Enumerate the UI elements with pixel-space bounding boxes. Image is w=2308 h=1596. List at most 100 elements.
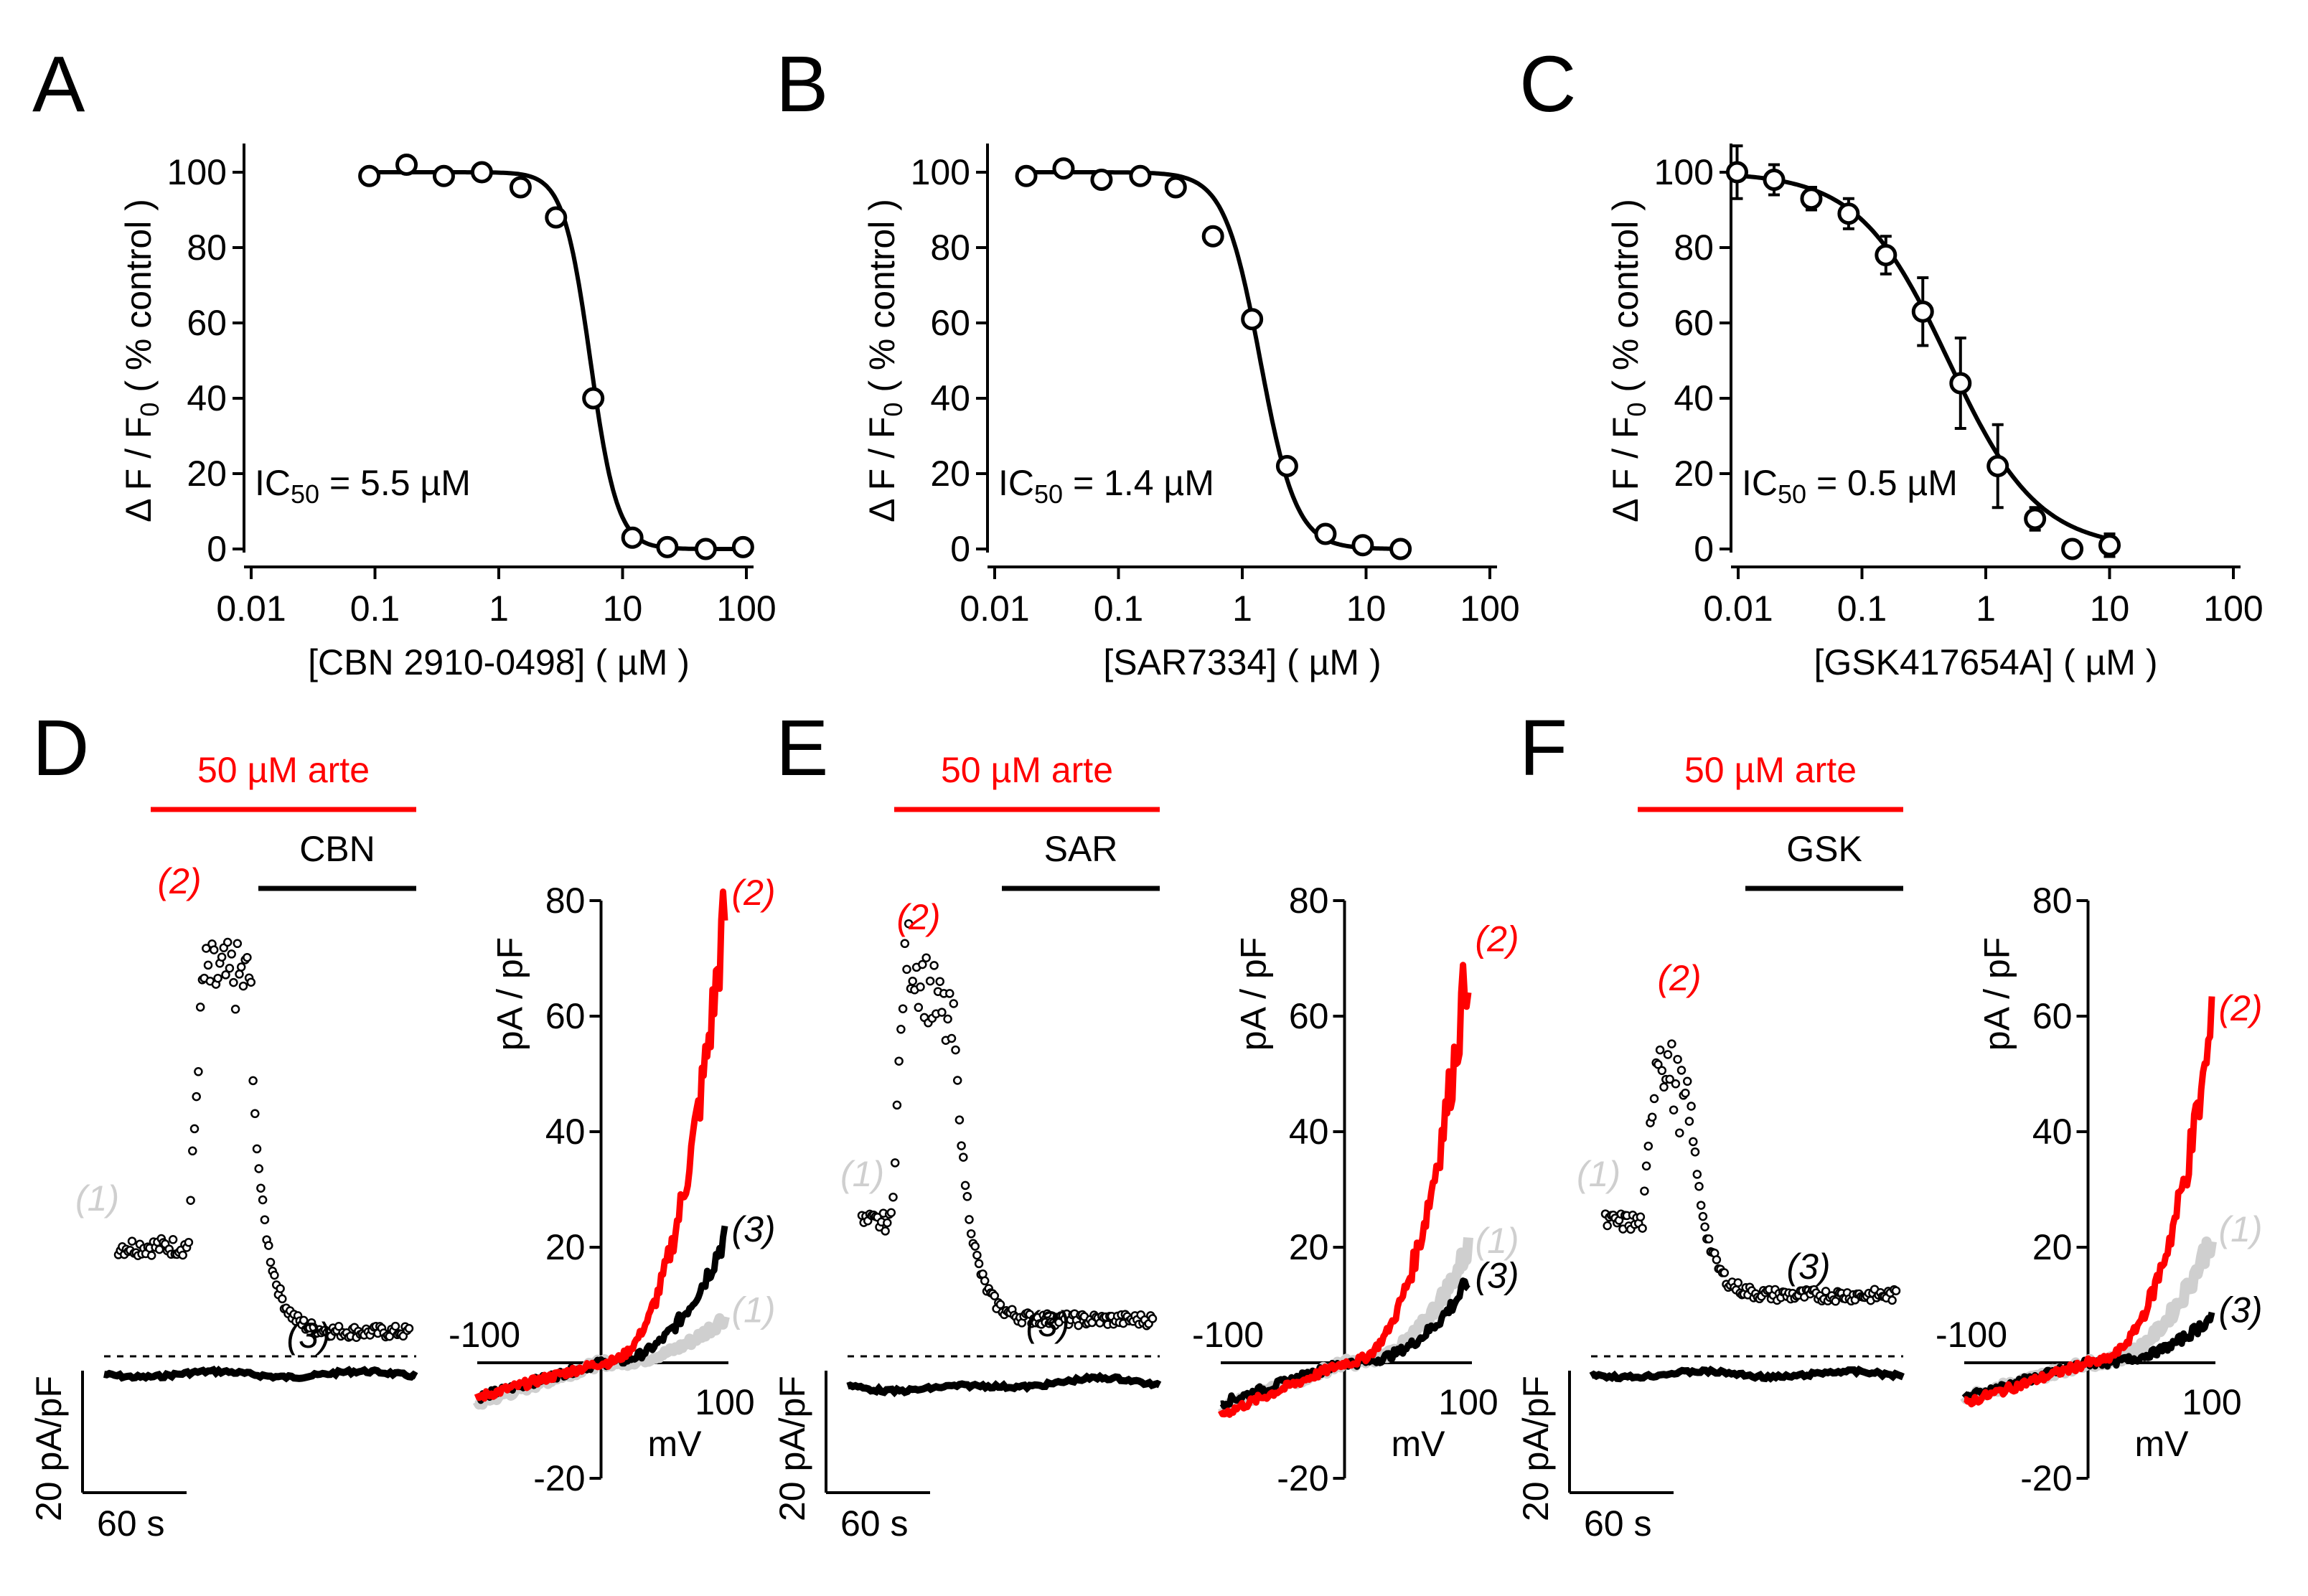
time-course-point [127,1236,137,1246]
iv-trace-2 [1963,996,2215,1408]
iv-y-tick-label: 40 [545,1112,586,1152]
iv-y-tick-label: 40 [1289,1112,1329,1152]
y-tick-label: 80 [930,227,970,268]
time-course-point [202,944,211,953]
iv-y-tick-label: 60 [545,996,586,1036]
time-course-point [1684,1117,1694,1126]
time-course-point [243,952,252,962]
iv-y-tick-label: 60 [2032,996,2073,1036]
x-tick-label: 100 [2203,588,2263,629]
iv-y-tick-label: -20 [533,1458,585,1498]
iv-series-label: (1) [731,1290,775,1330]
time-course-point [1694,1181,1704,1191]
time-course-point [1692,1170,1702,1179]
x-tick-label: 10 [1346,588,1387,629]
time-course-point [951,1045,960,1055]
iv-x-tick-label: 100 [1438,1382,1498,1422]
time-course-point [1712,1255,1722,1264]
y-tick-label: 20 [1674,454,1714,494]
iv-series-label: (1) [1475,1221,1519,1261]
iv-x-axis-label: mV [648,1424,703,1464]
time-course-point [1640,1186,1649,1196]
ic50-value: = 0.5 µM [1806,463,1958,503]
y-axis-label-tail: ( % control ) [862,199,902,402]
iv-y-tick-label: -20 [2020,1458,2072,1498]
ic50-value: = 1.4 µM [1063,463,1214,503]
panel-letter: A [32,40,85,128]
time-course-point [962,1192,972,1201]
time-course-point [1148,1314,1158,1323]
panel-c: C 0 20 40 60 80 100 0.01 0.1 1 10 100 [GSK417654A] (… [1519,40,2264,682]
time-course-point [225,963,235,973]
time-course-point [990,1291,1000,1300]
data-point [395,154,418,176]
data-point [1725,161,1748,184]
data-point [1389,538,1412,560]
y-tick-label: 20 [187,454,227,494]
data-point [1015,164,1038,187]
iv-trace-2 [474,888,728,1402]
inward-current-trace [846,1371,1162,1398]
scale-bar-time-label: 60 s [97,1503,165,1544]
time-course-point [252,1144,262,1154]
time-course-point [1676,1066,1687,1075]
time-course-point [1647,1112,1657,1122]
time-course-point [229,977,238,987]
data-point [1129,164,1152,187]
time-course-point [264,1241,273,1250]
time-course-point [980,1276,990,1286]
iv-y-axis-label: pA / pF [490,937,530,1051]
time-course-point [1641,1161,1651,1171]
y-axis-label-tail: ( % control ) [118,199,159,402]
time-course-point [1655,1045,1665,1055]
panel-b: B 0 20 40 60 80 100 0.01 0.1 1 10 100 [SAR7334] ( µM… [776,40,1520,682]
data-point [2098,534,2121,557]
time-course-point [1663,1050,1673,1059]
time-course-point [146,1251,156,1260]
x-tick-label: 10 [2090,588,2130,629]
iv-y-tick-label: 80 [545,881,586,921]
time-course-point [1671,1079,1681,1089]
time-course-point [1733,1278,1743,1287]
panel-f: F 50 µM arte GSK (1) (2) (3) 20 pA/pF 60 s -20 20… [1516,704,2263,1544]
iv-x-tick-label: 100 [2182,1382,2241,1422]
time-course-point [1891,1286,1901,1295]
time-course-point [404,1323,414,1333]
data-point [545,206,568,229]
data-point [1800,187,1823,210]
x-tick-label: 0.1 [1837,588,1887,629]
x-axis-label: [GSK417654A] ( µM ) [1814,642,2157,682]
time-course-point [888,1192,898,1202]
data-point [656,535,679,558]
time-course-point [937,1008,947,1017]
data-point [509,176,532,199]
time-course-point [960,1180,970,1191]
time-course-point [266,1257,276,1267]
y-tick-label: 100 [167,152,227,192]
x-axis-label: [CBN 2910-0498] ( µM ) [308,642,690,682]
x-tick-label: 0.01 [216,588,286,629]
y-axis-label-subscript: 0 [1622,403,1651,417]
time-course-point [235,970,244,979]
time-course-point [966,1229,976,1239]
time-course-point [972,1250,982,1260]
time-course-point [186,1196,195,1205]
time-course-point [952,1076,962,1085]
time-course-point [246,977,256,987]
time-course-point [1665,1074,1674,1084]
data-point [1164,176,1187,199]
x-tick-label: 1 [489,588,509,629]
time-course-point [914,1003,924,1013]
data-point [432,164,455,187]
scale-bar-time-label: 60 s [840,1503,909,1544]
iv-x-tick-label: 100 [695,1382,754,1422]
time-course-point [1669,1105,1679,1114]
y-tick-label: 60 [1674,303,1714,343]
data-point [621,526,644,549]
panel-a: A 0 20 40 60 80 100 0.01 0.1 1 10 100 [CBN 2910-0498… [32,40,777,682]
data-point [1314,522,1337,545]
time-course-point [256,1183,266,1193]
time-course-point [233,939,243,949]
time-course-point [1681,1088,1690,1098]
iv-series-label: (2) [2218,988,2262,1028]
